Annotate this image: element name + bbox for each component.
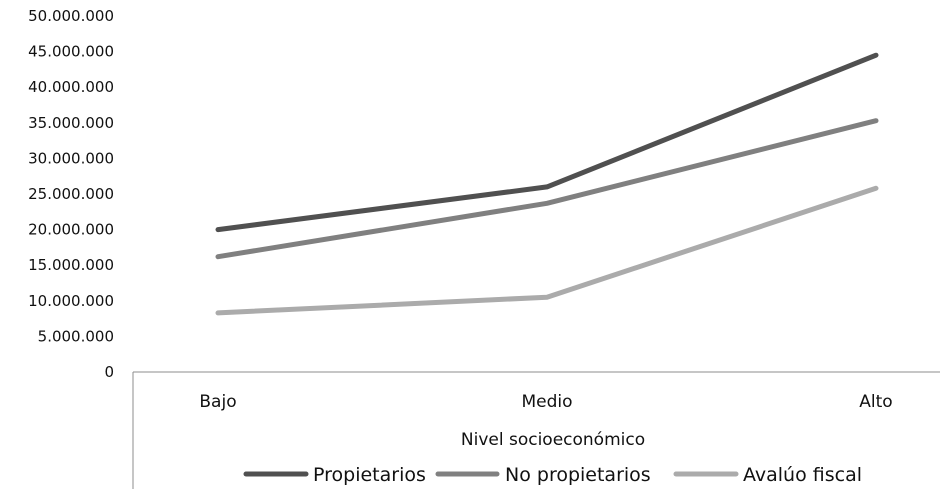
legend-label-1: No propietarios (505, 464, 651, 486)
x-axis-title: Nivel socioeconómico (461, 430, 645, 450)
series-line-1 (215, 118, 879, 260)
x-tick-label: Medio (521, 392, 572, 412)
y-tick-label: 35.000.000 (28, 114, 114, 132)
y-tick-label: 5.000.000 (38, 327, 114, 345)
y-tick-label: 40.000.000 (28, 78, 114, 96)
series-line-2 (215, 185, 879, 316)
legend-label-0: Propietarios (313, 464, 426, 486)
series-lines (215, 52, 879, 316)
x-tick-label: Alto (859, 392, 892, 412)
x-tick-label: Bajo (199, 392, 236, 412)
y-tick-label: 15.000.000 (28, 256, 114, 274)
legend-label-2: Avalúo fiscal (743, 464, 862, 486)
y-tick-label: 30.000.000 (28, 149, 114, 167)
legend: Propietarios No propietarios Avalúo fiscal (243, 464, 862, 486)
y-tick-label: 50.000.000 (28, 7, 114, 25)
y-tick-label: 10.000.000 (28, 292, 114, 310)
y-tick-label: 25.000.000 (28, 185, 114, 203)
y-axis-tick-labels: 0 5.000.000 10.000.000 15.000.000 20.000.000… (28, 7, 114, 381)
y-tick-label: 20.000.000 (28, 221, 114, 239)
x-axis-category-labels: Bajo Medio Alto (199, 392, 892, 412)
y-tick-label: 45.000.000 (28, 43, 114, 61)
y-tick-label: 0 (104, 363, 114, 381)
series-line-0 (215, 52, 879, 233)
